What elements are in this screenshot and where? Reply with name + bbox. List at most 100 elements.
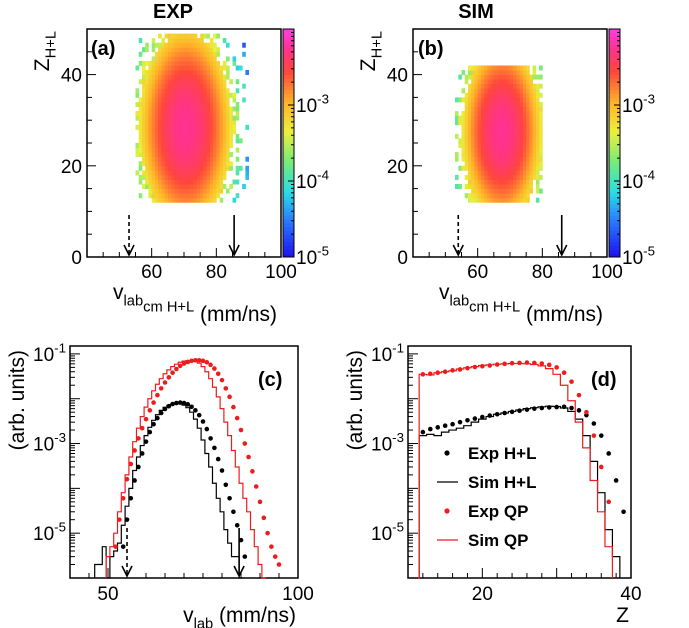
heatmap-cell (497, 88, 501, 94)
heatmap-cell (145, 74, 149, 80)
heatmap-cell (164, 88, 169, 94)
heatmap-cell (164, 33, 169, 39)
heatmap-cell (200, 38, 204, 44)
heatmap-cell (158, 120, 162, 126)
heatmap-cell (468, 193, 472, 199)
heatmap-cell (135, 102, 140, 107)
heatmap-cell (167, 184, 172, 189)
heatmap-cell (480, 111, 485, 117)
heatmap-cell (464, 120, 469, 126)
heatmap-cell (203, 56, 207, 62)
heatmap-cell (142, 60, 146, 66)
heatmap-cell (167, 92, 172, 98)
heatmap-cell (526, 92, 530, 98)
heatmap-cell (503, 174, 508, 180)
heatmap-cell (219, 92, 224, 98)
heatmap-cell (213, 92, 217, 98)
heatmap-cell (187, 60, 191, 66)
colorbar-segment (609, 40, 620, 45)
heatmap-cell (213, 129, 217, 135)
heatmap-cell (464, 106, 469, 112)
heatmap-cell (145, 147, 149, 153)
heatmap-cell (196, 102, 201, 107)
heatmap-cell (184, 70, 188, 75)
heatmap-cell (200, 143, 204, 148)
heatmap-cell (484, 193, 488, 199)
heatmap-cell (487, 120, 491, 126)
y-tick-label: 10-5 (371, 520, 404, 546)
heatmap-cell (497, 170, 501, 176)
heatmap-cell (461, 120, 466, 126)
panel-a-label: (a) (91, 38, 115, 60)
colorbar-segment (283, 97, 294, 102)
heatmap-cell (184, 197, 188, 203)
heatmap-cell (171, 152, 175, 158)
heatmap-cell (184, 133, 188, 139)
heatmap-cell (171, 97, 175, 103)
data-point (227, 394, 232, 400)
heatmap-cell (145, 97, 149, 103)
heatmap-cell (151, 179, 156, 185)
heatmap-cell (187, 111, 191, 117)
heatmap-cell (513, 92, 517, 98)
heatmap-cell (203, 102, 207, 107)
heatmap-cell (516, 143, 521, 148)
heatmap-cell (206, 97, 211, 103)
heatmap-cell (480, 106, 485, 112)
heatmap-cell (203, 170, 207, 176)
heatmap-cell (145, 42, 149, 48)
heatmap-cell (468, 102, 472, 107)
heatmap-cell (206, 102, 211, 107)
heatmap-cell (148, 83, 152, 89)
heatmap-cell (161, 170, 165, 176)
heatmap-cell (503, 83, 508, 89)
heatmap-cell (245, 70, 249, 75)
heatmap-cell (206, 51, 211, 57)
colorbar-segment (609, 135, 620, 140)
heatmap-cell (235, 193, 240, 199)
heatmap-cell (161, 197, 165, 203)
data-point (212, 445, 217, 451)
heatmap-cell (229, 138, 233, 144)
heatmap-cell (516, 102, 521, 107)
heatmap-cell (497, 102, 501, 107)
heatmap-cell (190, 102, 195, 107)
heatmap-cell (190, 124, 195, 130)
heatmap-cell (510, 111, 514, 117)
heatmap-cell (461, 88, 466, 94)
heatmap-cell (196, 106, 201, 112)
heatmap-cell (177, 60, 182, 66)
panel-c-series (94, 357, 282, 579)
heatmap-cell (190, 156, 195, 162)
heatmap-cell (174, 102, 178, 107)
heatmap-cell (503, 133, 508, 139)
heatmap-cell (232, 97, 237, 103)
heatmap-cell (213, 193, 217, 199)
heatmap-cell (171, 60, 175, 66)
heatmap-cell (519, 197, 524, 203)
heatmap-cell (138, 60, 143, 66)
heatmap-cell (539, 174, 543, 180)
heatmap-cell (477, 70, 482, 75)
heatmap-cell (151, 106, 156, 112)
heatmap-cell (216, 47, 220, 53)
heatmap-cell (196, 179, 201, 185)
colorbar-segment (609, 67, 620, 72)
heatmap-cell (471, 179, 475, 185)
heatmap-cell (216, 124, 220, 130)
heatmap-cell (206, 133, 211, 139)
heatmap-cell (480, 179, 485, 185)
heatmap-cell (209, 188, 214, 194)
heatmap-cell (503, 193, 508, 199)
arrow-head (556, 244, 568, 257)
heatmap-cell (196, 138, 201, 144)
heatmap-cell (151, 143, 156, 148)
heatmap-cell (526, 74, 530, 80)
data-point (128, 461, 134, 467)
heatmap-cell (167, 179, 172, 185)
heatmap-cell (535, 83, 540, 89)
heatmap-cell (174, 152, 178, 158)
heatmap-cell (487, 174, 491, 180)
colorbar-segment (609, 158, 620, 163)
